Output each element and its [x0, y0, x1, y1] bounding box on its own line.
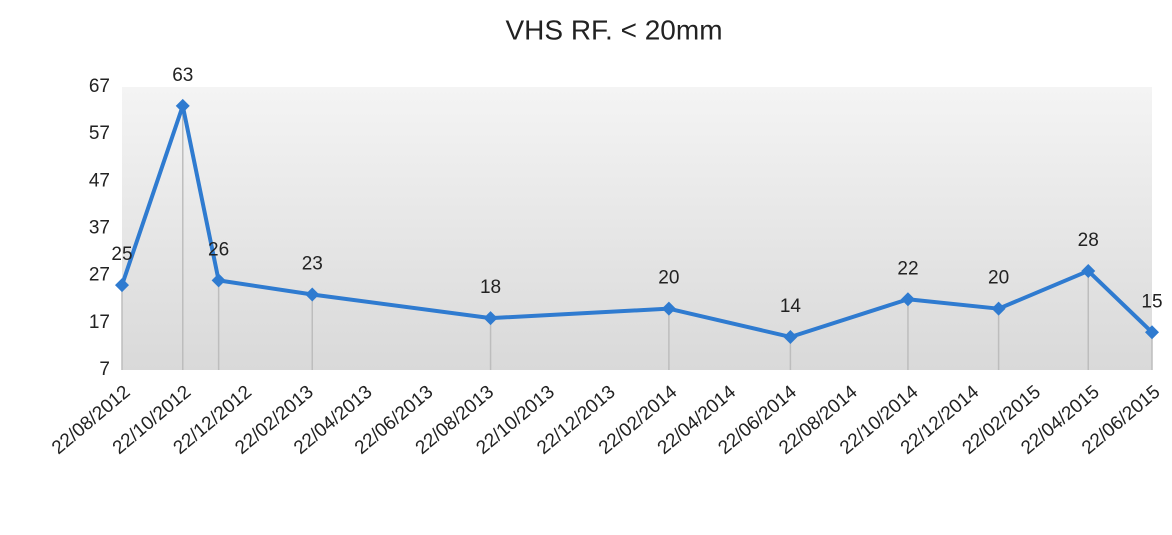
chart-title: VHS RF. < 20mm — [505, 14, 722, 45]
data-label: 18 — [480, 277, 501, 298]
point-marker — [661, 301, 676, 316]
data-label: 28 — [1078, 230, 1099, 251]
point-marker — [305, 287, 320, 302]
point-marker — [900, 292, 915, 307]
plot-area — [122, 87, 1152, 370]
y-tick-label: 67 — [89, 76, 110, 97]
y-tick-label: 47 — [89, 170, 110, 191]
point-marker — [783, 329, 798, 344]
data-label: 15 — [1141, 291, 1162, 312]
point-marker — [1145, 325, 1159, 340]
y-tick-label: 17 — [89, 312, 110, 333]
y-tick-label: 57 — [89, 123, 110, 144]
point-marker — [115, 278, 129, 293]
data-label: 25 — [111, 244, 132, 265]
data-label: 14 — [780, 296, 802, 317]
y-tick-label: 37 — [89, 218, 110, 239]
data-label: 22 — [897, 258, 918, 279]
y-tick-label: 27 — [89, 265, 110, 286]
point-marker — [1081, 263, 1096, 278]
data-label: 63 — [172, 65, 193, 86]
point-marker — [175, 98, 190, 113]
point-marker — [991, 301, 1006, 316]
data-label: 23 — [302, 254, 323, 275]
point-marker — [211, 273, 226, 288]
data-label: 20 — [658, 268, 679, 289]
data-label: 26 — [208, 239, 229, 260]
y-tick-label: 7 — [99, 359, 110, 380]
data-label: 20 — [988, 268, 1009, 289]
point-marker — [483, 311, 498, 326]
